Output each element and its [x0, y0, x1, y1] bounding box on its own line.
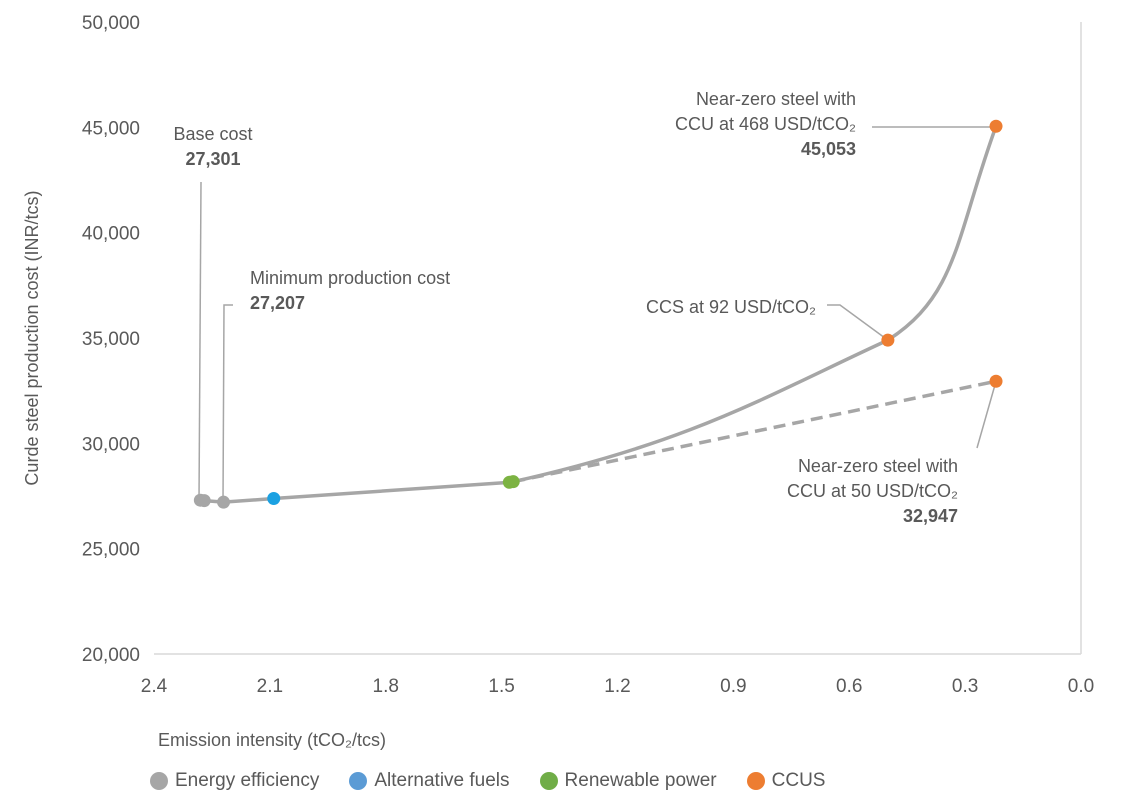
y-axis-label: Curde steel production cost (INR/tcs)	[22, 190, 42, 485]
x-tick-label: 2.4	[141, 676, 168, 697]
annotation-base-label: Base cost	[173, 124, 252, 144]
legend-item-energy-efficiency: Energy efficiency	[150, 770, 319, 792]
y-tick-label: 40,000	[82, 224, 140, 245]
y-tick-label: 50,000	[82, 13, 140, 34]
x-axis-label: Emission intensity (tCO₂/tcs)	[158, 730, 386, 750]
x-tick-label: 0.3	[952, 676, 978, 697]
annotation-min-label: Minimum production cost	[250, 268, 450, 288]
annotation-ccu50-label: CCU at 50 USD/tCO₂	[787, 481, 958, 501]
ccu50-leader	[976, 381, 997, 449]
legend-marker-energy-efficiency	[150, 772, 168, 790]
x-tick-label: 1.8	[373, 676, 399, 697]
legend-label: Renewable power	[564, 770, 717, 791]
data-point-ccus	[881, 333, 895, 347]
annotation-min-value: 27,207	[250, 293, 305, 313]
annotation-leaders	[198, 126, 997, 503]
y-tick-label: 30,000	[82, 434, 140, 455]
x-tick-label: 2.1	[257, 676, 283, 697]
y-tick-label: 20,000	[82, 645, 140, 666]
legend-marker-alternative-fuels	[349, 772, 368, 790]
data-point-ccus	[989, 374, 1003, 388]
chart-canvas: 20,000 25,000 30,000 35,000 40,000 45,000 50,0…	[22, 13, 1094, 750]
legend-marker-ccus	[746, 772, 765, 790]
axes: 20,000 25,000 30,000 35,000 40,000 45,000 50,0…	[82, 13, 1094, 697]
annotation-ccu50-value: 32,947	[903, 506, 958, 526]
data-points	[193, 119, 1003, 509]
annotation-ccu468-label: CCU at 468 USD/tCO₂	[675, 114, 856, 134]
annotation-base-value: 27,301	[185, 149, 240, 169]
min-cost-leader	[222, 304, 233, 503]
x-tick-label: 0.6	[836, 676, 862, 697]
annotation-ccu50-label: Near-zero steel with	[798, 456, 958, 476]
data-point-renewable-power	[506, 475, 520, 489]
y-tick-label: 35,000	[82, 329, 140, 350]
legend-label: CCUS	[771, 770, 826, 791]
x-tick-label: 0.0	[1068, 676, 1094, 697]
main-pathway-line	[200, 125, 998, 504]
y-tick-label: 25,000	[82, 540, 140, 561]
data-point-alternative-fuels	[267, 492, 281, 506]
legend-label: Energy efficiency	[175, 770, 320, 791]
x-tick-label: 0.9	[720, 676, 746, 697]
legend-item-ccus: CCUS	[746, 770, 826, 792]
x-tick-label: 1.2	[604, 676, 630, 697]
annotation-ccu468-label: Near-zero steel with	[696, 89, 856, 109]
legend-label: Alternative fuels	[374, 770, 510, 791]
x-tick-label: 1.5	[488, 676, 514, 697]
annotations: Base cost 27,301 Minimum production cost 27…	[173, 89, 958, 526]
data-point-ccus	[989, 119, 1003, 133]
ccu-50-dashed-line	[512, 379, 997, 484]
annotation-ccu468-value: 45,053	[801, 139, 856, 159]
y-tick-label: 45,000	[82, 118, 140, 139]
legend-marker-renewable-power	[539, 772, 558, 790]
base-cost-leader	[198, 181, 202, 501]
legend: Energy efficiency Alternative fuels Rene…	[150, 770, 825, 792]
data-point-energy-efficiency	[197, 494, 211, 508]
legend-item-renewable-power: Renewable power	[539, 770, 717, 792]
data-point-energy-efficiency	[217, 495, 231, 509]
annotation-ccs92-label: CCS at 92 USD/tCO₂	[646, 297, 816, 317]
legend-item-alternative-fuels: Alternative fuels	[349, 770, 510, 792]
ccs92-leader	[827, 304, 889, 341]
series-lines	[200, 125, 998, 504]
